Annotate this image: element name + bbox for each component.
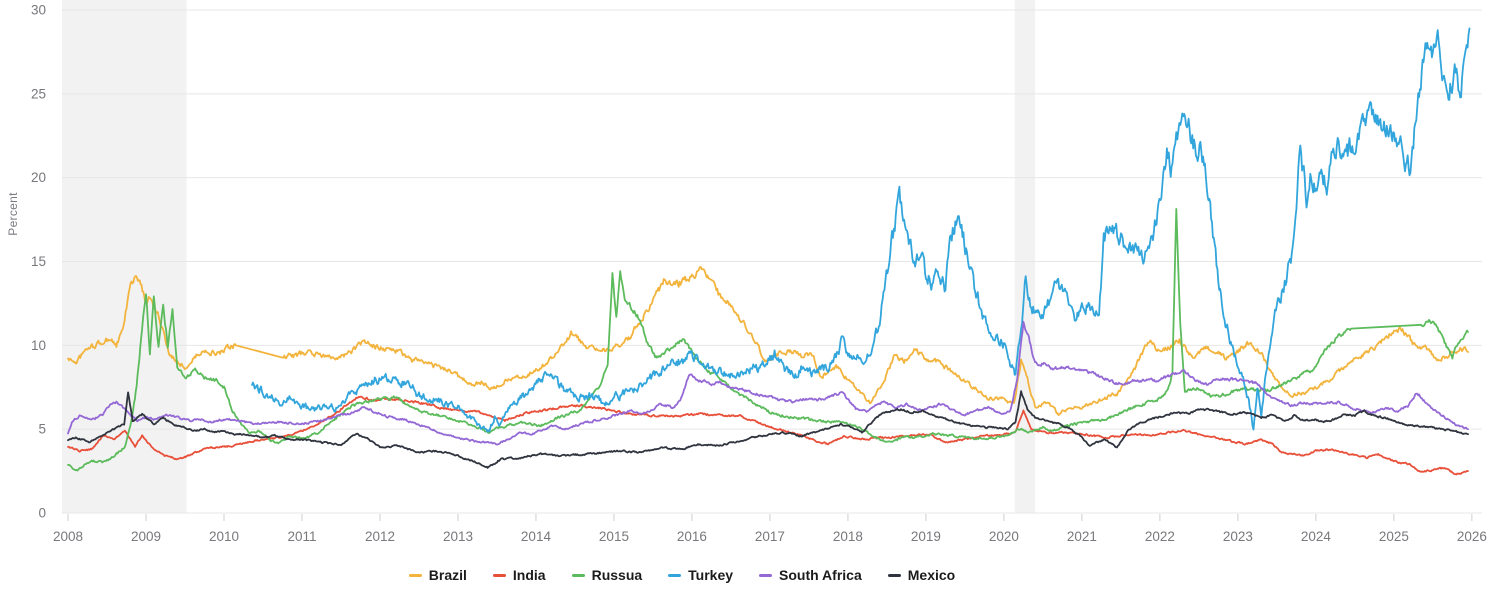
chart-legend: Brazil India Russua Turkey South Africa Mexic…	[0, 563, 1364, 587]
legend-label: India	[512, 567, 546, 583]
legend-dash-icon	[571, 573, 585, 577]
x-tick-label: 2018	[833, 529, 863, 544]
series-line-brazil	[67, 265, 1469, 417]
legend-dash-icon	[492, 573, 506, 577]
legend-dash-icon	[759, 573, 773, 577]
legend-label: Brazil	[428, 567, 467, 583]
x-tick-label: 2014	[521, 529, 552, 544]
recession-band	[62, 0, 187, 513]
x-tick-label: 2023	[1223, 529, 1253, 544]
x-tick-label: 2022	[1145, 529, 1175, 544]
x-tick-label: 2010	[209, 529, 239, 544]
x-tick-label: 2016	[677, 529, 707, 544]
legend-item-india[interactable]: India	[492, 567, 546, 583]
y-tick-label: 20	[31, 170, 46, 185]
series-line-mexico	[67, 390, 1469, 469]
legend-dash-icon	[408, 573, 422, 577]
legend-label: Mexico	[907, 567, 956, 583]
x-tick-label: 2009	[131, 529, 161, 544]
x-tick-label: 2026	[1457, 529, 1487, 544]
x-tick-label: 2019	[911, 529, 941, 544]
series-line-south-africa	[67, 320, 1469, 446]
legend-item-south-africa[interactable]: South Africa	[759, 567, 862, 583]
series-line-russua	[67, 207, 1469, 472]
legend-dash-icon	[887, 573, 901, 577]
legend-dash-icon	[668, 573, 682, 577]
x-tick-label: 2020	[989, 529, 1019, 544]
series-line-india	[67, 395, 1469, 476]
x-tick-label: 2011	[287, 529, 316, 544]
series-line-turkey	[251, 27, 1471, 433]
x-tick-label: 2015	[599, 529, 629, 544]
y-tick-label: 15	[31, 254, 46, 269]
x-tick-label: 2008	[53, 529, 83, 544]
legend-label: Russua	[591, 567, 643, 583]
x-tick-label: 2021	[1067, 529, 1097, 544]
legend-label: Turkey	[688, 567, 734, 583]
y-tick-label: 0	[38, 506, 46, 521]
x-tick-label: 2024	[1301, 529, 1332, 544]
legend-item-mexico[interactable]: Mexico	[887, 567, 956, 583]
y-axis-title: Percent	[6, 192, 20, 236]
legend-item-russua[interactable]: Russua	[571, 567, 643, 583]
x-tick-label: 2017	[755, 529, 785, 544]
x-tick-label: 2012	[365, 529, 395, 544]
x-tick-label: 2025	[1379, 529, 1409, 544]
legend-label: South Africa	[779, 567, 862, 583]
x-tick-label: 2013	[443, 529, 473, 544]
y-tick-label: 10	[31, 338, 46, 353]
legend-item-brazil[interactable]: Brazil	[408, 567, 467, 583]
y-tick-label: 25	[31, 86, 46, 101]
recession-band	[1014, 0, 1036, 513]
legend-item-turkey[interactable]: Turkey	[668, 567, 733, 583]
y-tick-label: 5	[38, 422, 46, 437]
y-tick-label: 30	[31, 3, 46, 18]
